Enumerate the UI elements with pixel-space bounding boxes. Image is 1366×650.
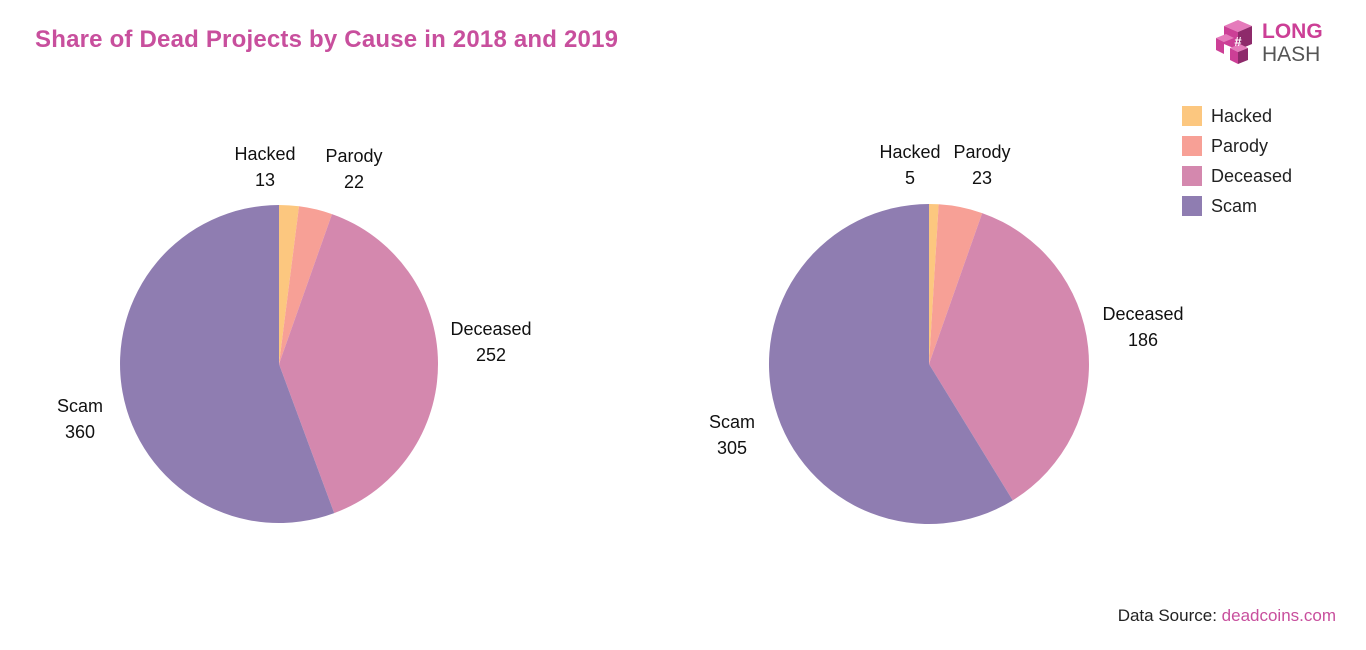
legend-item-deceased[interactable]: Deceased bbox=[1182, 164, 1292, 188]
legend-item-scam[interactable]: Scam bbox=[1182, 194, 1257, 218]
pie-slice-hacked bbox=[929, 203, 939, 364]
slice-value-deceased: 252 bbox=[476, 345, 506, 365]
pie-slice-parody bbox=[279, 206, 333, 364]
legend-swatch bbox=[1182, 196, 1202, 216]
logo-text-hash: HASH bbox=[1262, 43, 1321, 66]
legend-label: Parody bbox=[1211, 135, 1269, 156]
slice-value-parody: 23 bbox=[972, 168, 992, 188]
pie-slice-scam bbox=[768, 204, 1013, 524]
legend-label: Hacked bbox=[1211, 105, 1273, 126]
legend-swatch bbox=[1182, 136, 1202, 156]
legend-swatch bbox=[1182, 166, 1202, 186]
legend-item-hacked[interactable]: Hacked bbox=[1182, 104, 1272, 128]
logo-text-long: LONG bbox=[1262, 20, 1323, 43]
slice-label-scam: Scam bbox=[709, 412, 755, 432]
pie-slice-hacked bbox=[279, 205, 300, 364]
slice-value-scam: 305 bbox=[717, 438, 747, 458]
slice-label-deceased: Deceased bbox=[1102, 304, 1183, 324]
legend-label: Deceased bbox=[1211, 165, 1293, 186]
pie-slice-scam bbox=[120, 205, 335, 523]
cube-logo-icon: # bbox=[1216, 20, 1252, 64]
legend-item-parody[interactable]: Parody bbox=[1182, 134, 1268, 158]
pie-slice-deceased bbox=[279, 214, 439, 514]
slice-value-parody: 22 bbox=[344, 172, 364, 192]
slice-label-hacked: Hacked bbox=[234, 144, 295, 164]
pie-slice-deceased bbox=[929, 213, 1089, 501]
slice-label-scam: Scam bbox=[57, 396, 103, 416]
data-source: Data Source: deadcoins.com bbox=[1118, 606, 1336, 626]
slice-label-deceased: Deceased bbox=[450, 319, 531, 339]
slice-label-parody: Parody bbox=[325, 146, 382, 166]
legend-label: Scam bbox=[1211, 195, 1258, 216]
data-source-prefix: Data Source: bbox=[1117, 606, 1222, 625]
slice-value-scam: 360 bbox=[65, 422, 95, 442]
slice-value-deceased: 186 bbox=[1128, 330, 1158, 350]
chart-title: Share of Dead Projects by Cause in 2018 … bbox=[35, 26, 619, 53]
slice-label-hacked: Hacked bbox=[879, 142, 940, 162]
svg-text:#: # bbox=[1234, 34, 1242, 49]
slice-value-hacked: 13 bbox=[255, 170, 275, 190]
pie-slice-parody bbox=[929, 204, 983, 364]
legend-swatch bbox=[1182, 106, 1202, 126]
data-source-link[interactable]: deadcoins.com bbox=[1221, 606, 1336, 625]
slice-value-hacked: 5 bbox=[905, 168, 915, 188]
slice-label-parody: Parody bbox=[953, 142, 1010, 162]
longhash-logo: # LONG HASH bbox=[1214, 18, 1344, 68]
